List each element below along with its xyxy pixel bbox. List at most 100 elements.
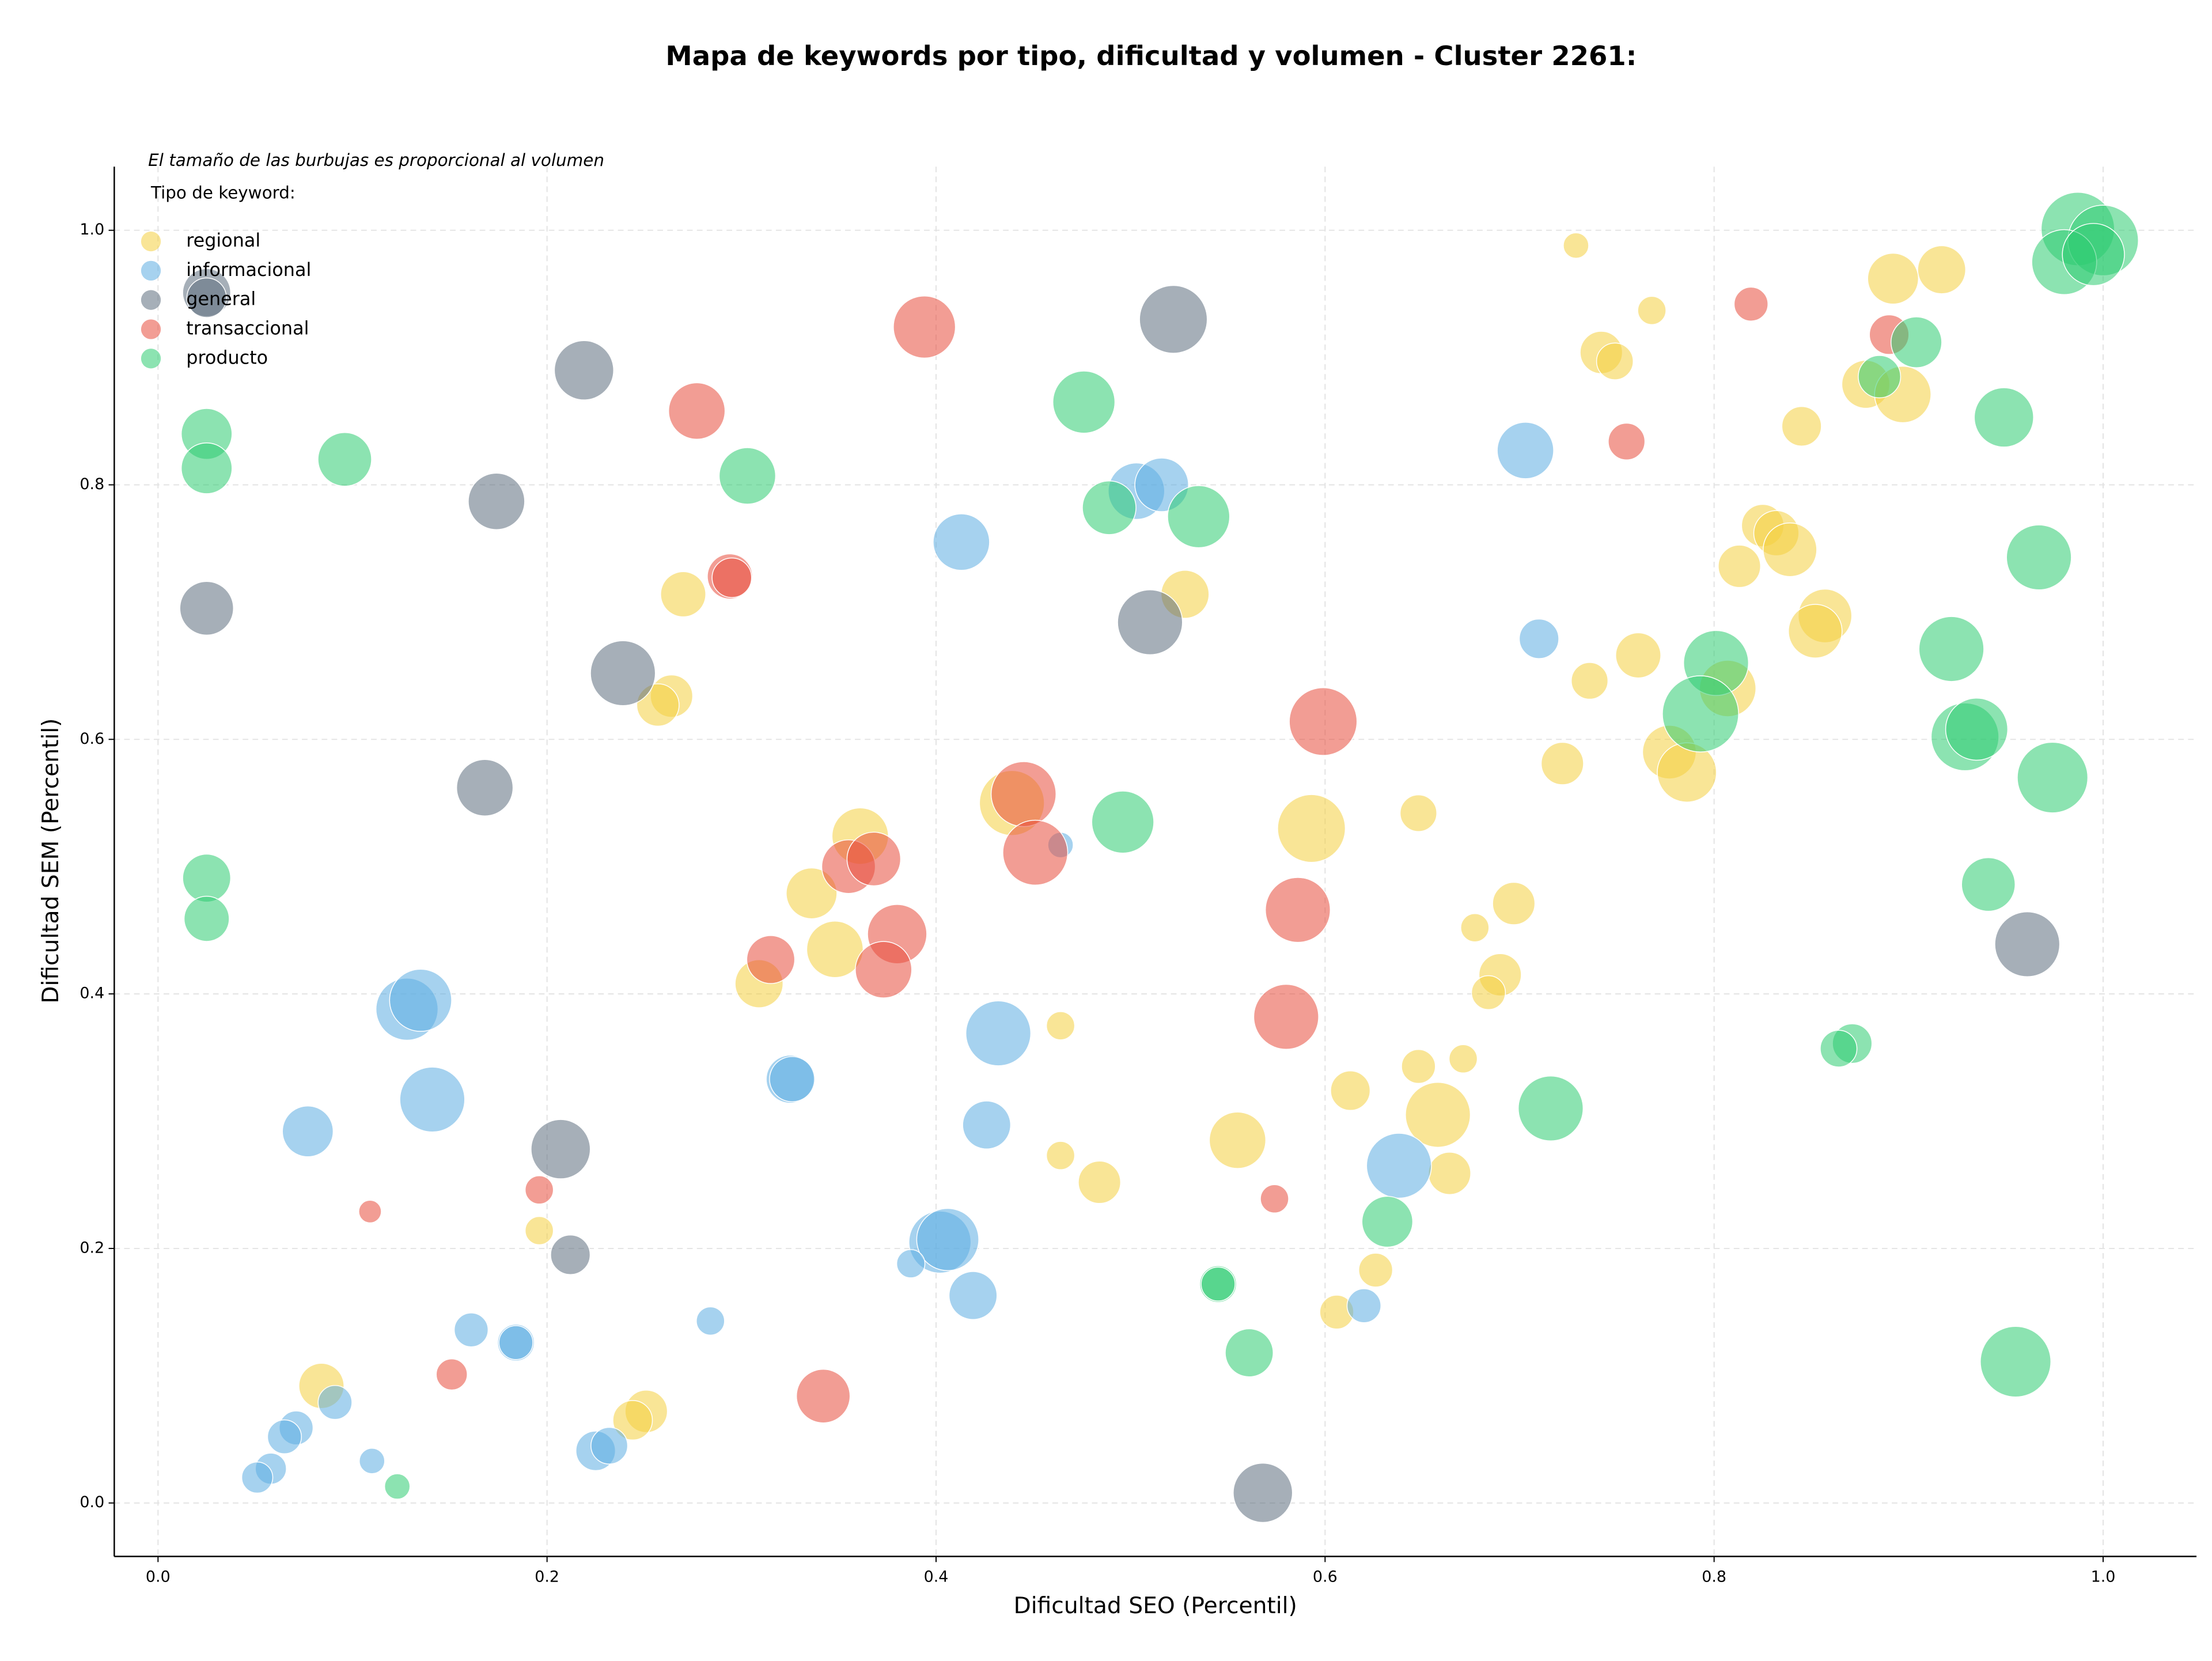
- chart-title: Mapa de keywords por tipo, dificultad y …: [665, 40, 1637, 71]
- bubble: [1427, 1152, 1471, 1195]
- bubble: [1330, 1070, 1371, 1111]
- bubble: [786, 867, 838, 920]
- bubble: [1867, 252, 1919, 305]
- bubble: [1961, 857, 2016, 912]
- bubble: [182, 853, 232, 903]
- bubble: [1346, 1288, 1381, 1323]
- y-tick-label: 0.8: [79, 475, 104, 493]
- bubble: [1718, 544, 1762, 588]
- bubble: [524, 1216, 554, 1246]
- axes: 0.0 0.2 0.4 0.6 0.8 1.0 0.0 0.2 0.4 0.6 0.8 1.0: [79, 167, 2197, 1586]
- bubble: [2062, 223, 2125, 286]
- bubble: [1540, 741, 1584, 785]
- legend-label: informacional: [186, 259, 311, 281]
- bubble: [1787, 604, 1843, 659]
- bubble: [399, 1066, 465, 1133]
- bubble: [1974, 387, 2034, 448]
- bubble: [1570, 662, 1609, 700]
- bubble: [1361, 1195, 1414, 1248]
- bubble: [1781, 406, 1822, 447]
- bubble: [468, 472, 525, 530]
- bubble: [962, 1100, 1012, 1150]
- bubble: [855, 941, 912, 998]
- bubble: [183, 895, 230, 942]
- y-axis-label: Dificultad SEM (Percentil): [38, 718, 64, 1004]
- legend-label: producto: [186, 346, 268, 368]
- y-tick-label: 1.0: [79, 221, 104, 239]
- x-tick-label: 0.8: [1702, 1568, 1726, 1586]
- legend-marker: [141, 290, 161, 310]
- bubble: [435, 1358, 468, 1391]
- bubble: [1733, 286, 1768, 321]
- bubble: [1233, 1462, 1293, 1523]
- y-tick-label: 0.2: [79, 1239, 104, 1257]
- bubble: [896, 1249, 926, 1278]
- legend-label: general: [186, 288, 256, 310]
- bubbles: [179, 192, 2139, 1523]
- bubble: [893, 295, 956, 359]
- bubble: [590, 1427, 628, 1465]
- bubble: [769, 1056, 816, 1103]
- legend: El tamaño de las burbujas es proporciona…: [141, 150, 604, 369]
- bubble: [1046, 1011, 1075, 1041]
- x-tick-label: 0.4: [924, 1568, 949, 1586]
- bubble: [1405, 1081, 1471, 1148]
- bubble: [456, 759, 514, 816]
- bubble: [1448, 1044, 1478, 1073]
- bubble: [1225, 1328, 1274, 1378]
- bubble: [1891, 316, 1942, 368]
- bubble: [696, 1306, 725, 1336]
- bubble: [358, 1200, 382, 1224]
- y-tick-label: 0.0: [79, 1493, 104, 1511]
- bubble: [846, 831, 902, 887]
- bubble: [1492, 881, 1536, 925]
- bubble: [806, 921, 864, 978]
- bubble: [1253, 983, 1319, 1050]
- bubble: [916, 1208, 979, 1272]
- y-tick-label: 0.6: [79, 730, 104, 748]
- bubble: [180, 442, 233, 494]
- bubble: [612, 1400, 653, 1441]
- bubble: [1497, 422, 1554, 479]
- legend-title: Tipo de keyword:: [150, 183, 296, 202]
- bubble: [1264, 877, 1331, 943]
- bubble: [1167, 485, 1230, 548]
- legend-marker: [141, 349, 161, 369]
- bubble: [1471, 975, 1506, 1011]
- bubble: [267, 1419, 302, 1454]
- bubble: [186, 277, 227, 318]
- bubble: [1139, 285, 1208, 354]
- bubble: [1046, 1141, 1075, 1170]
- bubble: [358, 1448, 385, 1474]
- bubble: [965, 1000, 1032, 1066]
- bubble: [1615, 632, 1661, 679]
- x-tick-label: 0.0: [146, 1568, 171, 1586]
- bubble: [1289, 687, 1358, 756]
- bubble: [2006, 524, 2072, 591]
- bubble: [746, 935, 796, 984]
- bubble: [384, 1473, 411, 1500]
- legend-marker: [141, 319, 161, 339]
- bubble: [1563, 232, 1589, 259]
- bubble: [317, 1385, 353, 1420]
- bubble: [1518, 618, 1559, 659]
- bubble: [1517, 1075, 1584, 1141]
- bubble: [531, 1119, 591, 1179]
- bubble: [1260, 1184, 1289, 1213]
- bubble: [1358, 1253, 1393, 1288]
- bubble: [1945, 698, 2009, 761]
- bubble: [711, 557, 752, 598]
- bubble: [498, 1325, 533, 1360]
- legend-label: regional: [186, 229, 260, 251]
- bubble: [1460, 913, 1490, 943]
- bubble: [1200, 1266, 1236, 1301]
- bubble: [241, 1461, 274, 1494]
- bubble: [933, 513, 990, 571]
- bubble: [1820, 1030, 1858, 1068]
- bubble: [389, 968, 452, 1032]
- bubble: [550, 1234, 591, 1275]
- bubble: [524, 1175, 554, 1205]
- bubble: [1002, 819, 1069, 886]
